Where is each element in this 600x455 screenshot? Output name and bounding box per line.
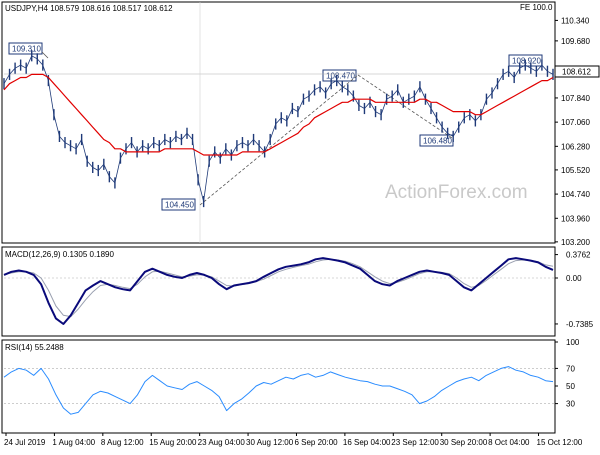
macd-signal-line: [3, 258, 554, 318]
time-tick-label: 8 Aug 12:00: [101, 438, 144, 447]
annotation-sep-high: 108.470: [322, 69, 357, 82]
time-tick-label: 15 Oct 12:00: [537, 438, 583, 447]
time-tick-label: 30 Aug 12:00: [246, 438, 294, 447]
macd-panel: [1, 246, 556, 337]
time-tick-label: 16 Sep 04:00: [343, 438, 391, 447]
fibonacci-lines: [41, 51, 453, 206]
rsi-tick-label: 30: [566, 400, 575, 409]
series-layer: [3, 50, 554, 415]
svg-text:106.480: 106.480: [423, 137, 452, 146]
fe-label: FE 100.0: [520, 3, 553, 12]
price-header: USDJPY,H4 108.579 108.616 108.517 108.61…: [5, 4, 173, 13]
price-tick-label: 107.840: [561, 94, 590, 103]
annotation-start-high: 109.310: [8, 42, 43, 55]
time-tick-label: 1 Aug 04:00: [52, 438, 95, 447]
rsi-tick-label: 50: [566, 382, 575, 391]
macd-tick-label: 0.3762: [566, 251, 591, 260]
price-tick-label: 103.200: [561, 238, 590, 247]
price-tick-label: 109.680: [561, 37, 590, 46]
current-price-label: 108.612: [562, 68, 591, 77]
svg-text:108.920: 108.920: [512, 57, 541, 66]
time-tick-label: 8 Oct 04:00: [488, 438, 530, 447]
rsi-tick-label: 70: [566, 364, 575, 373]
macd-tick-label: -0.7385: [566, 320, 594, 329]
time-tick-label: 23 Aug 04:00: [198, 438, 246, 447]
price-tick-label: 107.060: [561, 118, 590, 127]
price-panel: [1, 1, 556, 244]
svg-text:108.470: 108.470: [326, 72, 355, 81]
time-tick-label: 15 Aug 20:00: [149, 438, 197, 447]
rsi-header: RSI(14) 55.2488: [5, 343, 64, 352]
price-tick-label: 104.740: [561, 190, 590, 199]
time-tick-label: 24 Jul 2019: [4, 438, 46, 447]
macd-tick-label: 0.00: [566, 274, 582, 283]
price-tick-label: 106.280: [561, 142, 590, 151]
annotation-leader: [41, 51, 49, 59]
annotation-aug-low: 104.450: [161, 198, 196, 211]
ema-line: [3, 73, 554, 156]
time-tick-label: 30 Sep 20:00: [440, 438, 488, 447]
macd-header: MACD(12,26,9) 0.1305 0.1890: [5, 250, 115, 259]
current-price-marker: 108.612: [554, 65, 600, 78]
rsi-line: [3, 366, 554, 415]
time-tick-label: 23 Sep 12:00: [391, 438, 439, 447]
price-tick-label: 105.520: [561, 166, 590, 175]
price-axis: 110.340 109.680 107.840 107.060 106.280 105.5…: [4, 2, 590, 247]
time-tick-label: 6 Sep 20:00: [294, 438, 338, 447]
time-axis: 24 Jul 2019 1 Aug 04:00 8 Aug 12:00 15 Aug …: [4, 433, 583, 447]
fibonacci-line-2: [357, 74, 453, 139]
price-line: [3, 55, 554, 202]
macd-line: [3, 257, 554, 325]
rsi-axis: 100 70 50 30: [4, 338, 580, 409]
price-tick-label: 110.340: [561, 16, 590, 25]
svg-text:104.450: 104.450: [165, 201, 194, 210]
fibonacci-line-1: [199, 74, 359, 206]
svg-text:109.310: 109.310: [12, 45, 41, 54]
price-tick-label: 103.960: [561, 214, 590, 223]
rsi-panel: [1, 339, 556, 434]
rsi-tick-label: 100: [566, 338, 580, 347]
watermark: ActionForex.com: [385, 182, 528, 203]
macd-axis: 0.3762 0.00 -0.7385: [4, 251, 594, 329]
